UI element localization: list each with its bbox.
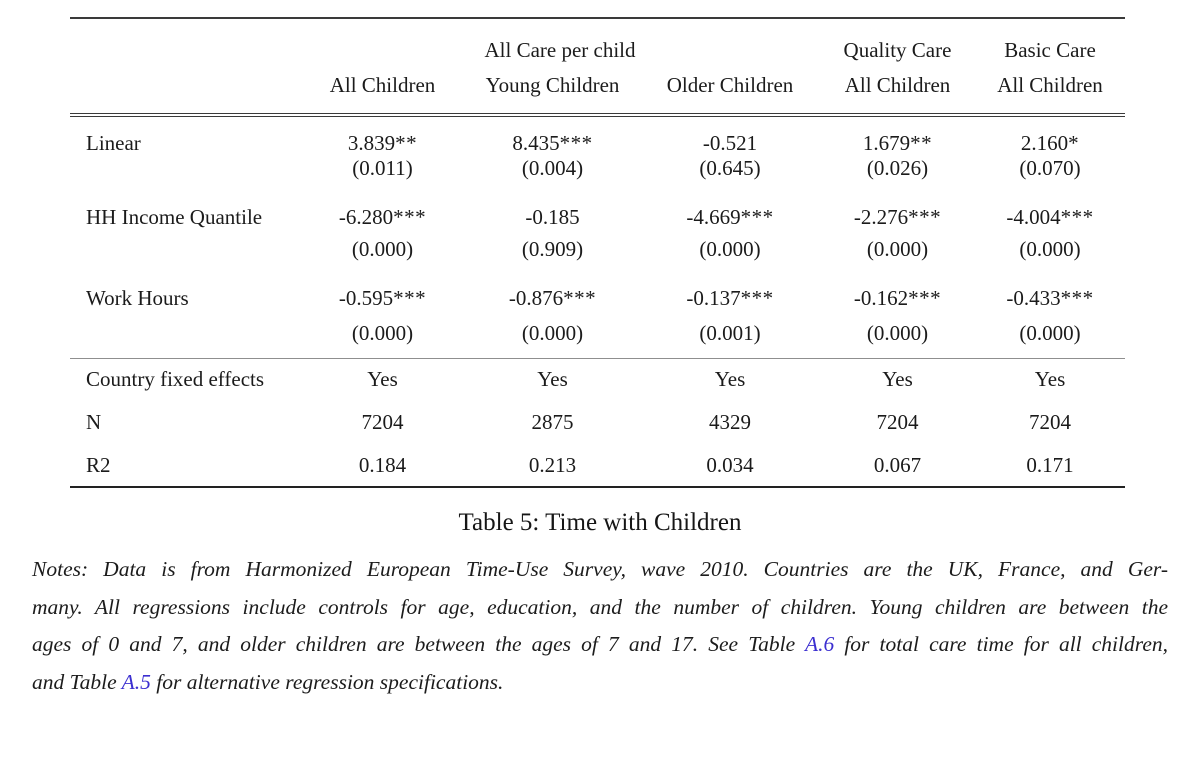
significance-stars: *** — [908, 285, 942, 310]
summary-cell: 0.067 — [873, 452, 922, 477]
table-header: All Care per child Quality Care Basic Ca… — [70, 18, 1125, 115]
group-header-row: All Care per child Quality Care Basic Ca… — [70, 18, 1125, 68]
significance-stars: *** — [393, 285, 427, 310]
group-header-all-care: All Care per child — [484, 38, 636, 62]
summary-cell: 0.034 — [706, 452, 754, 477]
summary-cell: 2875 — [531, 410, 574, 434]
significance-stars: *** — [559, 131, 593, 155]
table-row: (0.000) (0.909) (0.000) (0.000) (0.000) — [70, 237, 1125, 278]
table-row: (0.011) (0.004) (0.645) (0.026) (0.070) — [70, 156, 1125, 197]
coef-cell: 3.839** — [347, 131, 418, 155]
column-header: All Children — [844, 73, 951, 97]
table-a5-link[interactable]: A.5 — [121, 669, 151, 694]
coef-cell: -0.595*** — [338, 285, 427, 310]
significance-stars: * — [1068, 131, 1080, 155]
coef-cell: -2.276*** — [853, 204, 942, 229]
pvalue-cell: (0.000) — [699, 237, 761, 261]
coef-cell: 8.435*** — [512, 131, 593, 155]
pvalue-cell: (0.909) — [521, 237, 584, 261]
summary-cell: 0.213 — [528, 452, 577, 477]
coef-cell: -0.185 — [525, 204, 580, 229]
coef-cell: -0.137*** — [686, 285, 774, 310]
pvalue-cell: (0.001) — [699, 321, 761, 346]
column-header: All Children — [329, 73, 436, 97]
group-header-quality-care: Quality Care — [843, 38, 952, 62]
coef-cell: -0.521 — [702, 131, 758, 155]
coef-cell: -0.433*** — [1006, 285, 1094, 310]
notes-line: many. All regressions include controls f… — [32, 594, 1168, 619]
column-header: Older Children — [666, 73, 794, 97]
summary-cell: Yes — [300, 357, 465, 401]
pvalue-cell: (0.026) — [866, 156, 929, 180]
summary-cell: 0.184 — [358, 452, 407, 477]
notes-line: ages of 0 and 7, and older children are … — [32, 632, 1168, 656]
table-row-country-fixed-effects: Country fixed effects Yes Yes Yes Yes Ye… — [70, 357, 1125, 401]
table-a6-link[interactable]: A.6 — [804, 632, 835, 656]
significance-stars: *** — [740, 285, 774, 310]
significance-stars: ** — [395, 131, 418, 155]
significance-stars: *** — [563, 285, 597, 310]
pvalue-cell: (0.000) — [866, 237, 929, 261]
row-label — [70, 156, 300, 197]
significance-stars: *** — [740, 204, 774, 229]
table-row: Linear 3.839** 8.435*** -0.521 1.679** 2… — [70, 115, 1125, 156]
significance-stars: *** — [393, 204, 427, 229]
table-row: (0.000) (0.000) (0.001) (0.000) (0.000) — [70, 318, 1125, 358]
summary-cell: Yes — [975, 357, 1125, 401]
row-label: Work Hours — [86, 285, 189, 310]
summary-cell: 7204 — [876, 410, 919, 434]
coef-cell: -4.669*** — [686, 204, 774, 229]
table-row-r-squared: R2 0.184 0.213 0.034 0.067 0.171 — [70, 444, 1125, 487]
row-label: N — [86, 410, 102, 434]
summary-cell: 7204 — [1029, 410, 1071, 434]
row-label: R2 — [86, 452, 111, 477]
table-row: Work Hours -0.595*** -0.876*** -0.137***… — [70, 278, 1125, 318]
table-notes: Notes: Data is from Harmonized European … — [32, 551, 1168, 701]
coef-cell: 1.679** — [862, 131, 933, 155]
pvalue-cell: (0.004) — [521, 156, 584, 180]
row-label: HH Income Quantile — [86, 204, 263, 229]
summary-cell: Yes — [820, 357, 975, 401]
row-label: Country fixed effects — [70, 357, 300, 401]
summary-cell: 4329 — [709, 410, 751, 434]
pvalue-cell: (0.000) — [866, 321, 929, 346]
pvalue-cell: (0.000) — [1019, 237, 1081, 261]
row-label: Linear — [86, 131, 141, 155]
column-header: Young Children — [485, 73, 620, 97]
regression-table: All Care per child Quality Care Basic Ca… — [70, 17, 1125, 488]
coef-cell: -6.280*** — [338, 204, 427, 229]
summary-cell: Yes — [465, 357, 640, 401]
pvalue-cell: (0.000) — [521, 321, 584, 346]
summary-cell: 0.171 — [1026, 452, 1074, 477]
table-caption: Table 5: Time with Children — [458, 509, 742, 536]
pvalue-cell: (0.000) — [351, 321, 414, 346]
summary-cell: Yes — [640, 357, 820, 401]
coef-cell: -0.876*** — [508, 285, 597, 310]
coef-cell: -0.162*** — [853, 285, 942, 310]
row-label — [70, 237, 300, 278]
coef-cell: 2.160* — [1020, 131, 1080, 155]
pvalue-cell: (0.070) — [1019, 156, 1081, 180]
significance-stars: *** — [1060, 204, 1094, 229]
table-row: HH Income Quantile -6.280*** -0.185 -4.6… — [70, 197, 1125, 237]
column-header-row: All Children Young Children Older Childr… — [70, 68, 1125, 115]
notes-line: Notes: Data is from Harmonized European … — [32, 557, 1168, 581]
table-row-observations: N 7204 2875 4329 7204 7204 — [70, 401, 1125, 444]
empty-header-cell — [70, 18, 300, 68]
group-header-basic-care: Basic Care — [1004, 38, 1096, 62]
summary-cell: 7204 — [361, 410, 404, 434]
coef-cell: -4.004*** — [1006, 204, 1094, 229]
pvalue-cell: (0.645) — [699, 156, 761, 180]
significance-stars: ** — [910, 131, 933, 155]
pvalue-cell: (0.011) — [352, 156, 413, 180]
notes-line: and Table A.5 for alternative regression… — [32, 669, 504, 694]
column-header: All Children — [997, 73, 1103, 97]
empty-header-cell — [70, 68, 300, 115]
significance-stars: *** — [908, 204, 942, 229]
pvalue-cell: (0.000) — [351, 237, 414, 261]
pvalue-cell: (0.000) — [1019, 321, 1081, 346]
significance-stars: *** — [1060, 285, 1094, 310]
row-label — [70, 318, 300, 358]
